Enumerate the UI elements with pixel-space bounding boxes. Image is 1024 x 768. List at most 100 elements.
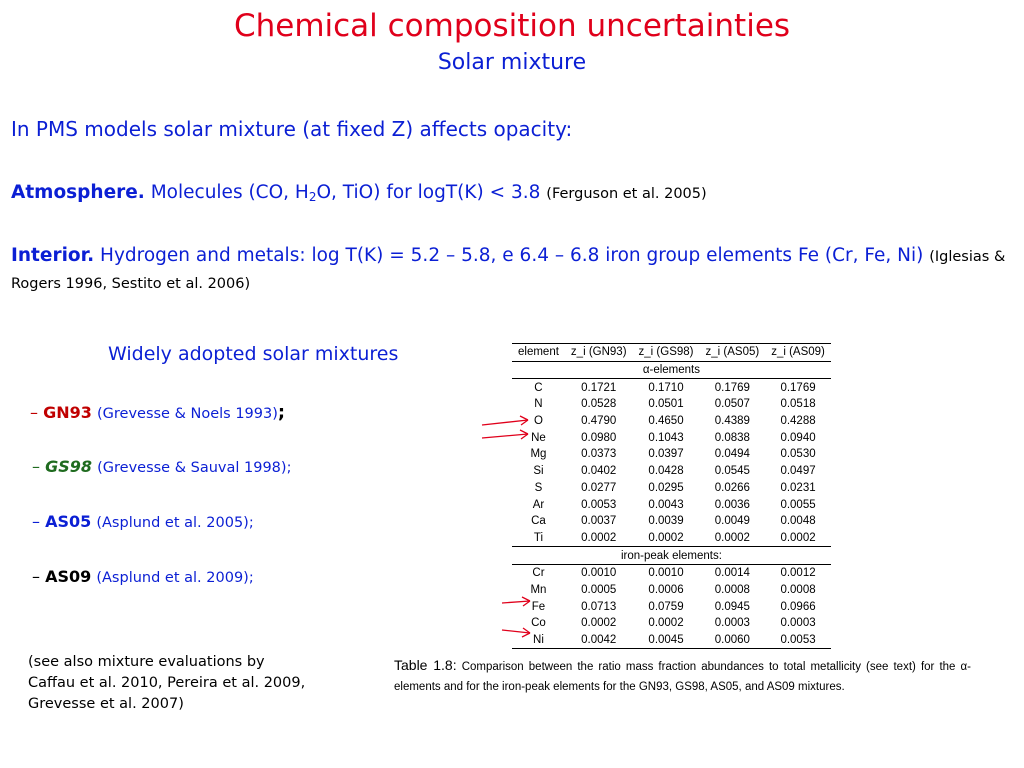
value-cell: 0.0980 [581, 431, 617, 444]
slide-subtitle: Solar mixture [437, 50, 587, 75]
value-cell: 0.0838 [714, 431, 750, 444]
value-cell: 0.0043 [648, 498, 684, 511]
value-cell: 0.0039 [648, 515, 684, 528]
value-cell: 0.4288 [780, 415, 816, 428]
table-row: Ar 0.0053 0.0043 0.0036 0.0055 [512, 496, 831, 513]
value-cell: 0.0759 [648, 600, 684, 613]
value-cell: 0.4389 [714, 415, 750, 428]
element-cell: S [534, 481, 543, 494]
table-row: Mg 0.0373 0.0397 0.0494 0.0530 [512, 446, 831, 463]
element-cell: Mg [530, 448, 547, 461]
arrow-o-icon [481, 415, 529, 426]
table-row: Si 0.0402 0.0428 0.0545 0.0497 [512, 463, 831, 480]
value-cell: 0.0053 [581, 498, 617, 511]
see-also-line: Grevesse et al. 2007) [28, 696, 184, 712]
value-cell: 0.0945 [714, 600, 750, 613]
mixture-name: AS05 [45, 512, 92, 531]
atmosphere-label: Atmosphere. [11, 182, 145, 203]
see-also-line: (see also mixture evaluations by [28, 654, 265, 670]
table-row: Ca 0.0037 0.0039 0.0049 0.0048 [512, 513, 831, 530]
value-cell: 0.0010 [648, 567, 684, 580]
element-cell: Ne [531, 431, 546, 444]
value-cell: 0.0008 [780, 583, 816, 596]
mixture-dash: – [32, 457, 40, 476]
value-cell: 0.0494 [714, 448, 750, 461]
mixture-ref: (Grevesse & Sauval 1998); [97, 460, 292, 476]
value-cell: 0.0518 [780, 398, 816, 411]
value-cell: 0.0055 [780, 498, 816, 511]
value-cell: 0.0014 [714, 567, 750, 580]
value-cell: 0.1043 [648, 431, 684, 444]
mixture-item-as09: – AS09 (Asplund et al. 2009); [32, 567, 254, 586]
atmosphere-text-a: Molecules (CO, H [150, 182, 309, 203]
element-cell: Co [531, 617, 546, 630]
value-cell: 0.0002 [714, 531, 750, 544]
mixture-name: GS98 [45, 457, 93, 476]
iron-rows: Cr 0.0010 0.0010 0.0014 0.0012 Mn 0.0005 0.0006… [512, 564, 831, 650]
interior-paragraph: Interior. Hydrogen and metals: log T(K) … [11, 243, 1021, 297]
value-cell: 0.1769 [780, 381, 816, 394]
widely-adopted-heading: Widely adopted solar mixtures [108, 343, 399, 365]
table-row: S 0.0277 0.0295 0.0266 0.0231 [512, 480, 831, 497]
value-cell: 0.4650 [648, 415, 684, 428]
value-cell: 0.0048 [780, 515, 816, 528]
mixture-name: AS09 [45, 567, 92, 586]
mixture-ref: (Grevesse & Noels 1993) [96, 406, 278, 422]
value-cell: 0.0545 [714, 465, 750, 478]
caption-label: Table 1.8: [394, 657, 457, 673]
table-row: O 0.4790 0.4650 0.4389 0.4288 [512, 413, 831, 430]
element-cell: N [534, 398, 543, 411]
value-cell: 0.0036 [714, 498, 750, 511]
value-cell: 0.0002 [780, 531, 816, 544]
mixture-item-gs98: – GS98 (Grevesse & Sauval 1998); [32, 457, 291, 476]
interior-text: Hydrogen and metals: log T(K) = 5.2 – 5.… [100, 245, 924, 266]
value-cell: 0.0277 [581, 481, 617, 494]
value-cell: 0.0012 [780, 567, 816, 580]
atmosphere-subscript: 2 [308, 190, 317, 204]
value-cell: 0.1710 [648, 381, 684, 394]
table-row: Ni 0.0042 0.0045 0.0060 0.0053 [512, 631, 831, 650]
table-header: z_i (AS05) [699, 343, 766, 362]
group-label-alpha: α-elements [512, 361, 831, 380]
see-also-line: Caffau et al. 2010, Pereira et al. 2009, [28, 675, 306, 691]
value-cell: 0.0507 [714, 398, 750, 411]
mixture-dash: – [30, 403, 38, 422]
element-cell: Ca [531, 515, 546, 528]
value-cell: 0.0002 [648, 531, 684, 544]
arrow-ni-icon [501, 627, 531, 638]
table-row: Cr 0.0010 0.0010 0.0014 0.0012 [512, 564, 831, 581]
table-row: Fe 0.0713 0.0759 0.0945 0.0966 [512, 598, 831, 615]
table-header: z_i (GS98) [632, 343, 700, 362]
value-cell: 0.0003 [780, 617, 816, 630]
caption-text: Comparison between the ratio mass fracti… [394, 661, 971, 693]
table-header-row: element z_i (GN93) z_i (GS98) z_i (AS05)… [512, 343, 831, 362]
value-cell: 0.0373 [581, 448, 617, 461]
abundance-table: element z_i (GN93) z_i (GS98) z_i (AS05)… [512, 343, 831, 650]
atmosphere-paragraph: Atmosphere. Molecules (CO, H2O, TiO) for… [11, 182, 707, 204]
table-group-row: α-elements [512, 361, 831, 380]
table-row: Mn 0.0005 0.0006 0.0008 0.0008 [512, 582, 831, 599]
mixture-ref: (Asplund et al. 2005); [96, 515, 254, 531]
value-cell: 0.4790 [581, 415, 617, 428]
value-cell: 0.0002 [581, 531, 617, 544]
table-row: C 0.1721 0.1710 0.1769 0.1769 [512, 379, 831, 396]
mixture-dash: – [32, 567, 40, 586]
value-cell: 0.0002 [648, 617, 684, 630]
value-cell: 0.1721 [581, 381, 617, 394]
table-group-row: iron-peak elements: [512, 546, 831, 565]
atmosphere-text-b: O, TiO) for logT(K) < 3.8 [316, 182, 541, 203]
value-cell: 0.0295 [648, 481, 684, 494]
element-cell: Ar [532, 498, 545, 511]
table-header: element [512, 343, 565, 362]
element-cell: Cr [532, 567, 545, 580]
value-cell: 0.0060 [699, 631, 766, 650]
value-cell: 0.0428 [648, 465, 684, 478]
element-cell: Fe [531, 600, 546, 613]
alpha-rows: C 0.1721 0.1710 0.1769 0.1769 N 0.0528 0.0501 0.… [512, 379, 831, 547]
value-cell: 0.0049 [714, 515, 750, 528]
value-cell: 0.0530 [780, 448, 816, 461]
value-cell: 0.0940 [780, 431, 816, 444]
value-cell: 0.0501 [648, 398, 684, 411]
value-cell: 0.0010 [581, 567, 617, 580]
